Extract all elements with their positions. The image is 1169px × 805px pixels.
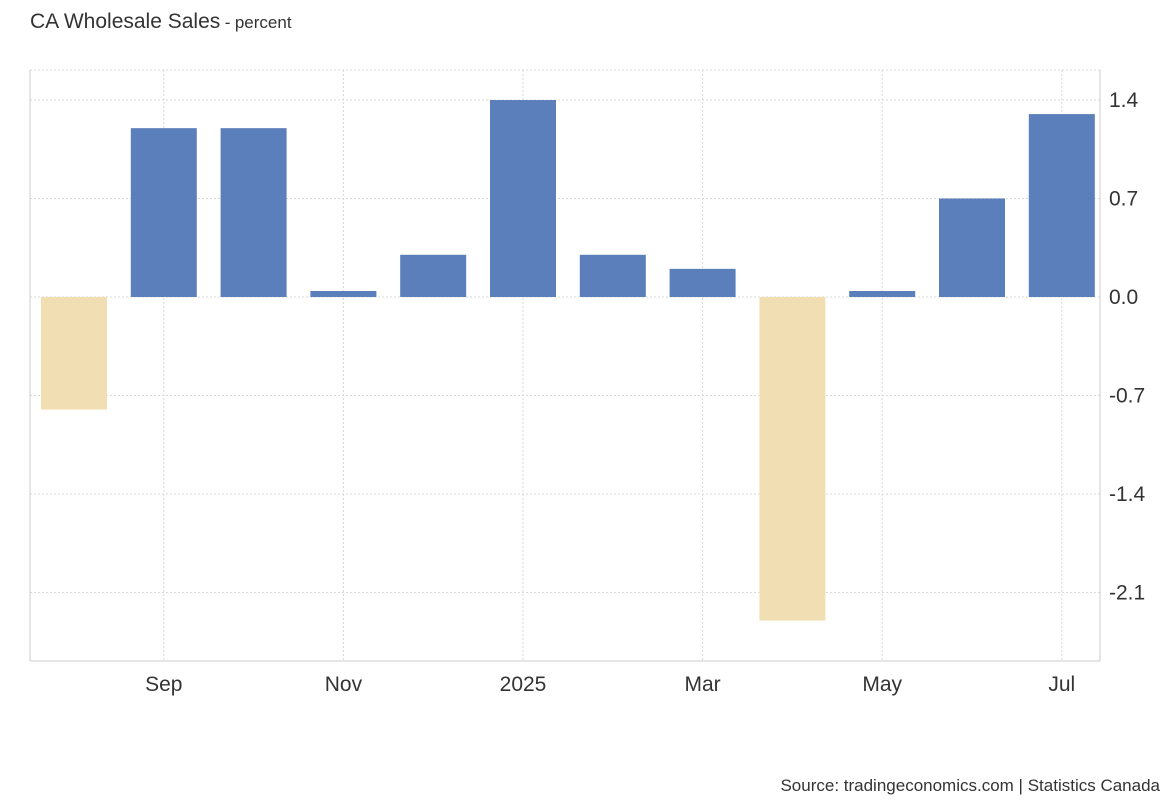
grid-layer bbox=[30, 69, 1100, 661]
chart-title-text: CA Wholesale Sales bbox=[30, 10, 221, 33]
bar-oct bbox=[220, 128, 287, 297]
x-tick-label: Nov bbox=[325, 673, 363, 696]
bar-jul bbox=[1028, 114, 1095, 297]
y-tick-label: 1.4 bbox=[1109, 89, 1139, 112]
bar-mar bbox=[669, 268, 736, 297]
bar-jun bbox=[939, 198, 1005, 297]
x-tick-label: 2025 bbox=[500, 673, 547, 696]
chart-unit-label: percent bbox=[234, 13, 292, 32]
bar-dec bbox=[400, 254, 467, 297]
x-tick-label: May bbox=[862, 673, 902, 696]
source-credit: Source: tradingeconomics.com | Statistic… bbox=[780, 776, 1160, 795]
chart-title: CA Wholesale Sales - percent bbox=[30, 10, 292, 34]
y-tick-label: -1.4 bbox=[1109, 483, 1146, 506]
bars-layer bbox=[41, 100, 1095, 621]
x-tick-label: Mar bbox=[685, 673, 721, 696]
x-tick-label: Jul bbox=[1048, 673, 1075, 696]
y-tick-label: -0.7 bbox=[1109, 384, 1145, 407]
bar-2025 bbox=[490, 100, 556, 298]
bar-apr bbox=[759, 297, 826, 621]
y-tick-label: -2.1 bbox=[1109, 581, 1145, 604]
y-tick-label: 0.0 bbox=[1109, 286, 1138, 309]
x-tick-label: Sep bbox=[145, 673, 182, 696]
bar-nov bbox=[310, 291, 377, 297]
bar-aug bbox=[41, 297, 107, 410]
bar-may bbox=[849, 291, 916, 297]
bar-sep bbox=[130, 128, 197, 297]
chart-title-separator: - bbox=[224, 13, 231, 32]
y-tick-label: 0.7 bbox=[1109, 188, 1138, 211]
axis-layer: 1.4 0.7 0.0 -0.7 -1.4 -2.1 Sep Nov 2025 Mar May Jul bbox=[29, 70, 1146, 696]
bar-feb bbox=[579, 254, 646, 297]
